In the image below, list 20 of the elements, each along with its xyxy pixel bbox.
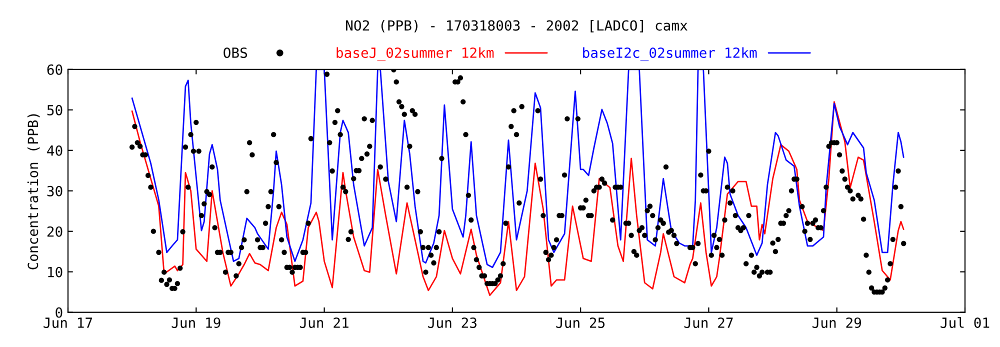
chart-title: NO2 (PPB) - 170318003 - 2002 [LADCO] camx bbox=[346, 20, 688, 32]
y-tick-label: 60 bbox=[47, 64, 62, 75]
legend-label: baseI2c_02summer 12km bbox=[583, 47, 757, 62]
y-tick-label: 20 bbox=[47, 226, 62, 237]
x-tick-label: Jun 19 bbox=[172, 317, 220, 328]
y-axis-title: Concentration (PPB) bbox=[27, 114, 40, 270]
x-tick-label: Jun 27 bbox=[684, 317, 733, 328]
x-tick-label: Jun 21 bbox=[300, 317, 348, 328]
legend-label: baseJ_02summer 12km bbox=[336, 47, 494, 62]
y-tick-label: 30 bbox=[47, 186, 62, 196]
x-tick-label: Jun 17 bbox=[44, 318, 92, 328]
legend-label: OBS bbox=[224, 47, 248, 58]
x-tick-label: Jun 29 bbox=[812, 317, 861, 328]
y-tick-label: 10 bbox=[48, 266, 62, 278]
x-tick-label: Jun 23 bbox=[428, 317, 476, 328]
y-tick-label: 0 bbox=[56, 307, 62, 318]
x-tick-label: Jun 25 bbox=[556, 317, 605, 328]
y-tick-label: 50 bbox=[47, 104, 62, 116]
x-tick-label: Jul 01 bbox=[940, 317, 990, 328]
y-tick-label: 40 bbox=[47, 145, 62, 156]
